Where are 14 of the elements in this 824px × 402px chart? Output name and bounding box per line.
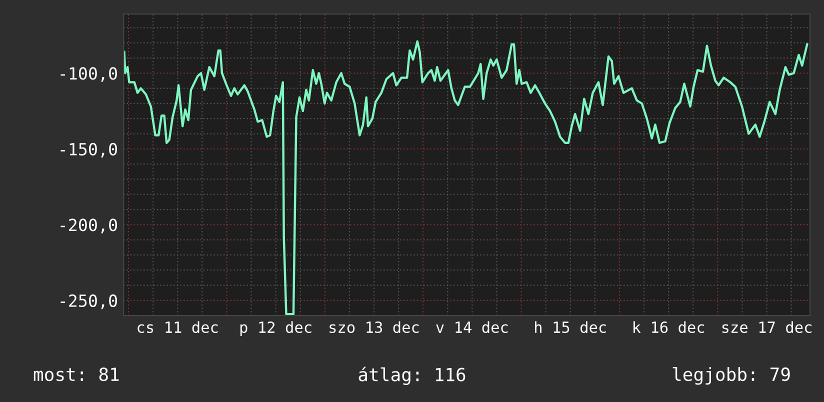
x-tick-label: h 15 dec — [535, 321, 606, 334]
y-tick-label: -100,0 — [60, 67, 117, 82]
x-tick-label: k 16 dec — [634, 321, 704, 334]
y-tick-label: -200,0 — [60, 218, 117, 234]
y-tick-label: -250,0 — [60, 294, 117, 310]
x-tick-label: szo 13 dec — [330, 321, 419, 334]
x-tick-label: p 12 dec — [240, 321, 312, 336]
x-tick-label: v 14 dec — [436, 321, 508, 334]
text: átlag: 116 — [358, 366, 466, 386]
text: legjobb: 79 — [672, 367, 790, 385]
x-tick-label: cs 11 dec — [138, 321, 218, 334]
y-tick-label: -150,0 — [60, 142, 117, 158]
x-tick-label: sze 17 dec — [722, 321, 812, 334]
text: most: 81 — [34, 368, 119, 382]
